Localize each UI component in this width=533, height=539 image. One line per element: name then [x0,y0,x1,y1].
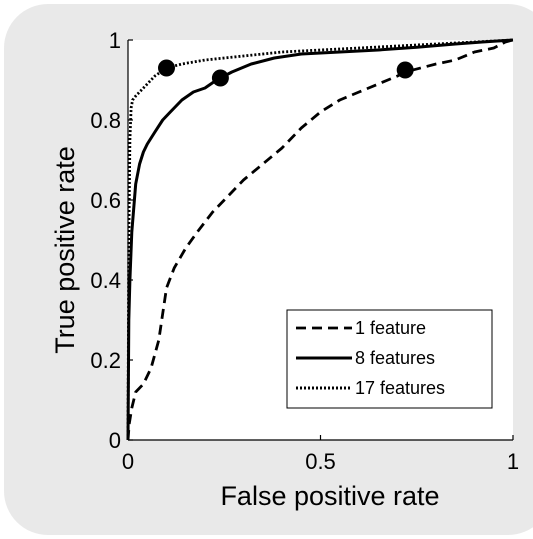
y-tick-label: 0.4 [90,268,121,293]
x-tick-label: 0.5 [305,449,336,474]
x-axis-label: False positive rate [220,481,439,511]
operating-point-marker-1 [158,59,175,77]
legend-label-8-features: 8 features [355,348,435,368]
legend-label-17-features: 17 features [355,378,445,398]
series-line-1-feature [126,38,514,441]
series-line-8-features [126,38,514,441]
y-tick-label: 0.8 [90,108,121,133]
y-tick-label: 0.2 [90,348,121,373]
x-tick-label: 1 [507,449,519,474]
x-tick-label: 0 [122,449,134,474]
tick-layer: 0 0.5 1 0 0.2 0.4 0.6 0.8 1 [90,28,519,474]
operating-point-marker-3 [396,61,414,79]
y-axis-label: True positive rate [50,146,80,354]
legend-label-1-feature: 1 feature [355,318,426,338]
marker-layer [158,59,414,87]
y-tick-label: 0 [109,428,121,453]
series-layer [126,38,514,441]
operating-point-marker-2 [211,69,229,87]
legend: 1 feature 8 features 17 features [286,309,493,409]
y-tick-label: 0.6 [90,188,121,213]
y-tick-label: 1 [109,28,121,53]
series-line-17-features [126,38,514,441]
